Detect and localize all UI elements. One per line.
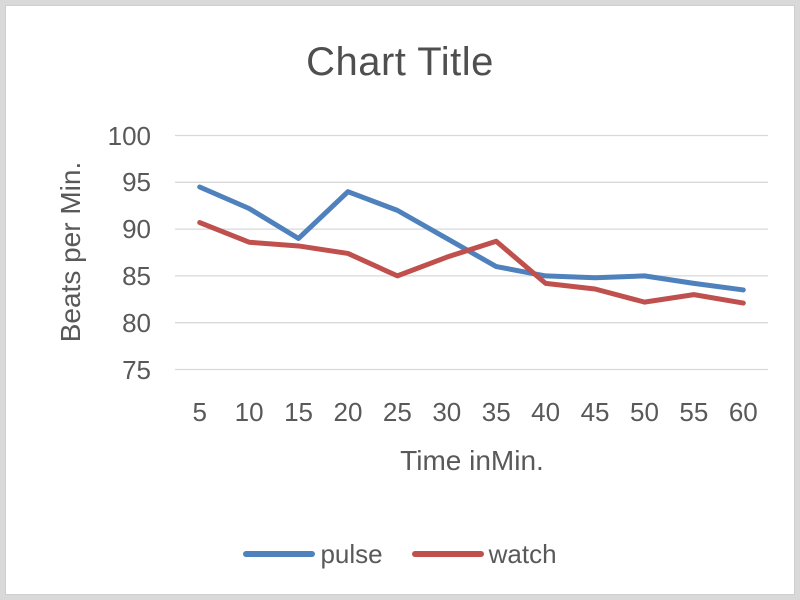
plot-area bbox=[175, 134, 768, 371]
x-tick-label: 25 bbox=[382, 397, 412, 427]
x-tick-label: 50 bbox=[629, 397, 659, 427]
series-line-watch bbox=[197, 220, 746, 306]
legend-swatch-watch bbox=[411, 551, 484, 557]
legend-item-pulse: pulse bbox=[243, 539, 383, 569]
x-tick-label: 60 bbox=[728, 397, 758, 427]
y-tick-label: 100 bbox=[107, 120, 151, 151]
x-tick-label: 55 bbox=[679, 397, 709, 427]
x-tick-label: 35 bbox=[481, 397, 511, 427]
series-line-pulse bbox=[197, 184, 746, 293]
x-tick-label: 45 bbox=[580, 397, 610, 427]
legend-label: pulse bbox=[320, 539, 383, 569]
y-tick-label: 90 bbox=[122, 214, 151, 245]
legend: pulse watch bbox=[5, 539, 795, 569]
chart-title: Chart Title bbox=[306, 40, 494, 84]
x-tick-label: 30 bbox=[432, 397, 462, 427]
legend-item-watch: watch bbox=[411, 539, 557, 569]
x-axis-title: Time inMin. bbox=[400, 445, 544, 476]
x-tick-label: 10 bbox=[234, 397, 264, 427]
legend-label: watch bbox=[488, 539, 557, 569]
x-tick-label: 20 bbox=[333, 397, 363, 427]
legend-swatch-pulse bbox=[243, 551, 316, 557]
x-tick-label: 15 bbox=[284, 397, 313, 427]
y-tick-label: 75 bbox=[122, 354, 151, 385]
y-tick-label: 95 bbox=[122, 167, 151, 198]
x-tick-label: 40 bbox=[531, 397, 561, 427]
x-tick-label: 5 bbox=[192, 397, 207, 427]
y-tick-label: 80 bbox=[122, 307, 151, 338]
y-tick-label: 85 bbox=[122, 260, 151, 291]
